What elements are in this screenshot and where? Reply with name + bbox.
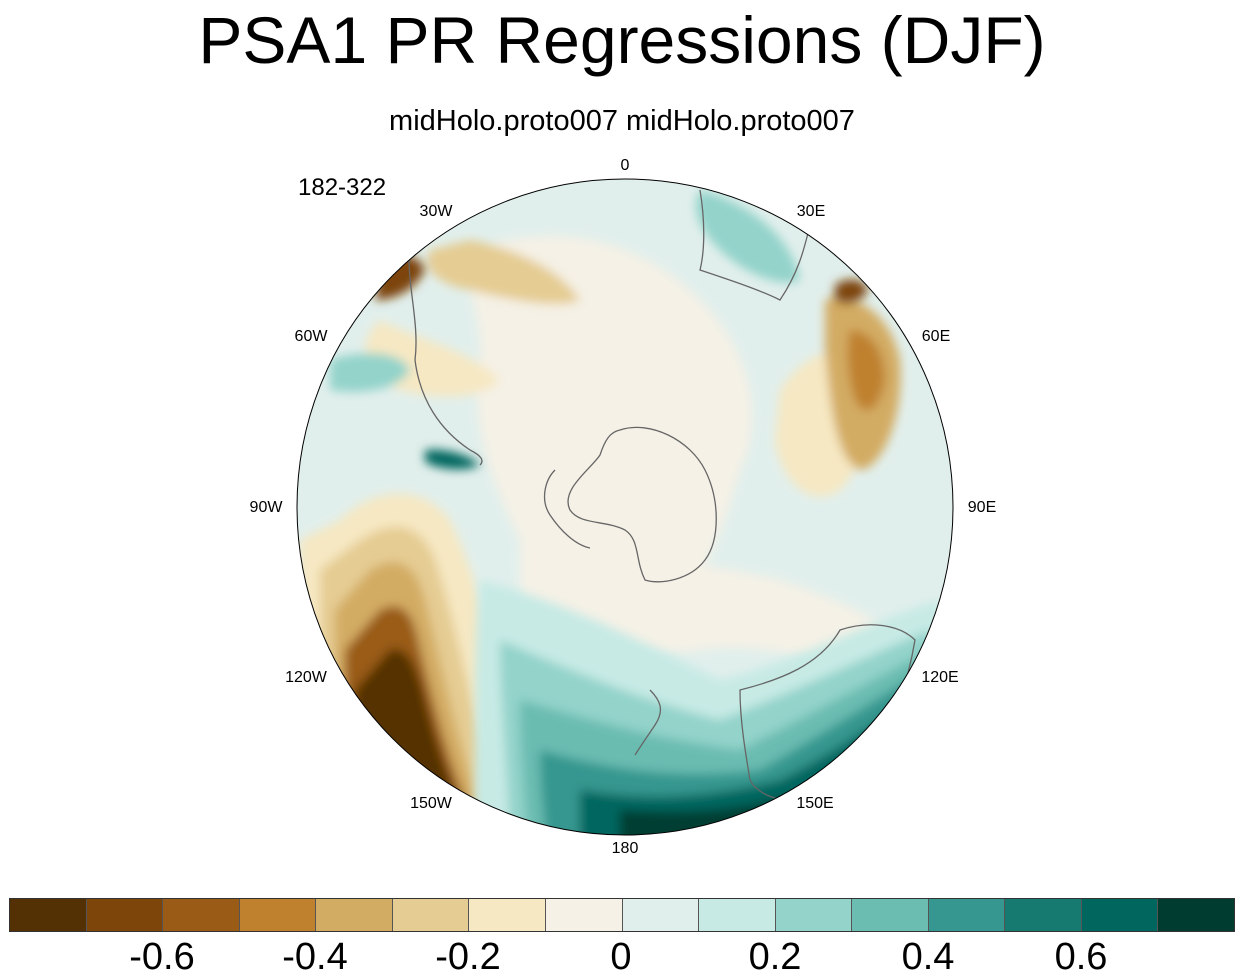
lon-label-0: 0 xyxy=(620,157,630,174)
colorbar-tick-label: 0 xyxy=(610,936,632,978)
colorbar-box xyxy=(86,899,164,931)
lon-label-60e: 60E xyxy=(921,328,951,345)
weak-negative-region xyxy=(467,236,752,612)
colorbar-box xyxy=(545,899,623,931)
new-zealand-coast xyxy=(634,689,662,756)
positive-core-southamerica xyxy=(425,449,480,470)
positive-region-30e xyxy=(696,190,800,283)
colorbar-box xyxy=(239,899,317,931)
lon-label-120w: 120W xyxy=(285,669,327,686)
positive-region-60w xyxy=(330,353,410,392)
colorbar-tick-label: 0.2 xyxy=(748,936,802,978)
lon-label-180: 180 xyxy=(611,840,639,857)
lon-label-150w: 150W xyxy=(410,795,452,812)
colorbar-box xyxy=(775,899,853,931)
colorbar-box xyxy=(928,899,1006,931)
colorbar-box xyxy=(316,899,393,931)
colorbar-box xyxy=(163,899,240,931)
plot-subtitle: midHolo.proto007 midHolo.proto007 xyxy=(389,105,855,137)
colorbar-tick-label: -0.6 xyxy=(129,936,195,978)
lon-label-120e: 120E xyxy=(921,669,959,686)
colorbar-box xyxy=(10,899,87,931)
colorbar-box xyxy=(852,899,929,931)
antarctica-coast xyxy=(567,426,717,583)
colorbar-tick-label: 0.6 xyxy=(1054,936,1108,978)
colorbar-box xyxy=(622,899,700,931)
africa-coast xyxy=(699,189,811,301)
lon-label-90w: 90W xyxy=(249,499,283,516)
negative-region-30w xyxy=(427,240,580,305)
colorbar-box xyxy=(1158,899,1234,931)
negative-core-50e xyxy=(835,279,868,303)
colorbar-tick-label: -0.2 xyxy=(435,936,501,978)
colorbar-box xyxy=(699,899,776,931)
colorbar-box xyxy=(1081,899,1159,931)
antarctic-peninsula xyxy=(543,469,591,549)
south-america-coast xyxy=(408,239,483,466)
colorbar-box xyxy=(1005,899,1082,931)
run-years-label: 182-322 xyxy=(298,174,387,201)
lon-label-30e: 30E xyxy=(796,203,826,220)
colorbar xyxy=(9,898,1235,932)
lon-label-90e: 90E xyxy=(967,499,997,516)
negative-region-60e-center xyxy=(847,330,885,411)
precip-field xyxy=(297,179,953,835)
colorbar-tick-label: -0.4 xyxy=(282,936,348,978)
colorbar-tick-label: 0.4 xyxy=(901,936,955,978)
colorbar-box xyxy=(392,899,470,931)
colorbar-box xyxy=(469,899,546,931)
lon-label-30w: 30W xyxy=(419,203,453,220)
map-boundary xyxy=(296,178,954,836)
lon-label-150e: 150E xyxy=(796,795,834,812)
lon-label-60w: 60W xyxy=(294,328,328,345)
plot-title: PSA1 PR Regressions (DJF) xyxy=(198,3,1046,77)
